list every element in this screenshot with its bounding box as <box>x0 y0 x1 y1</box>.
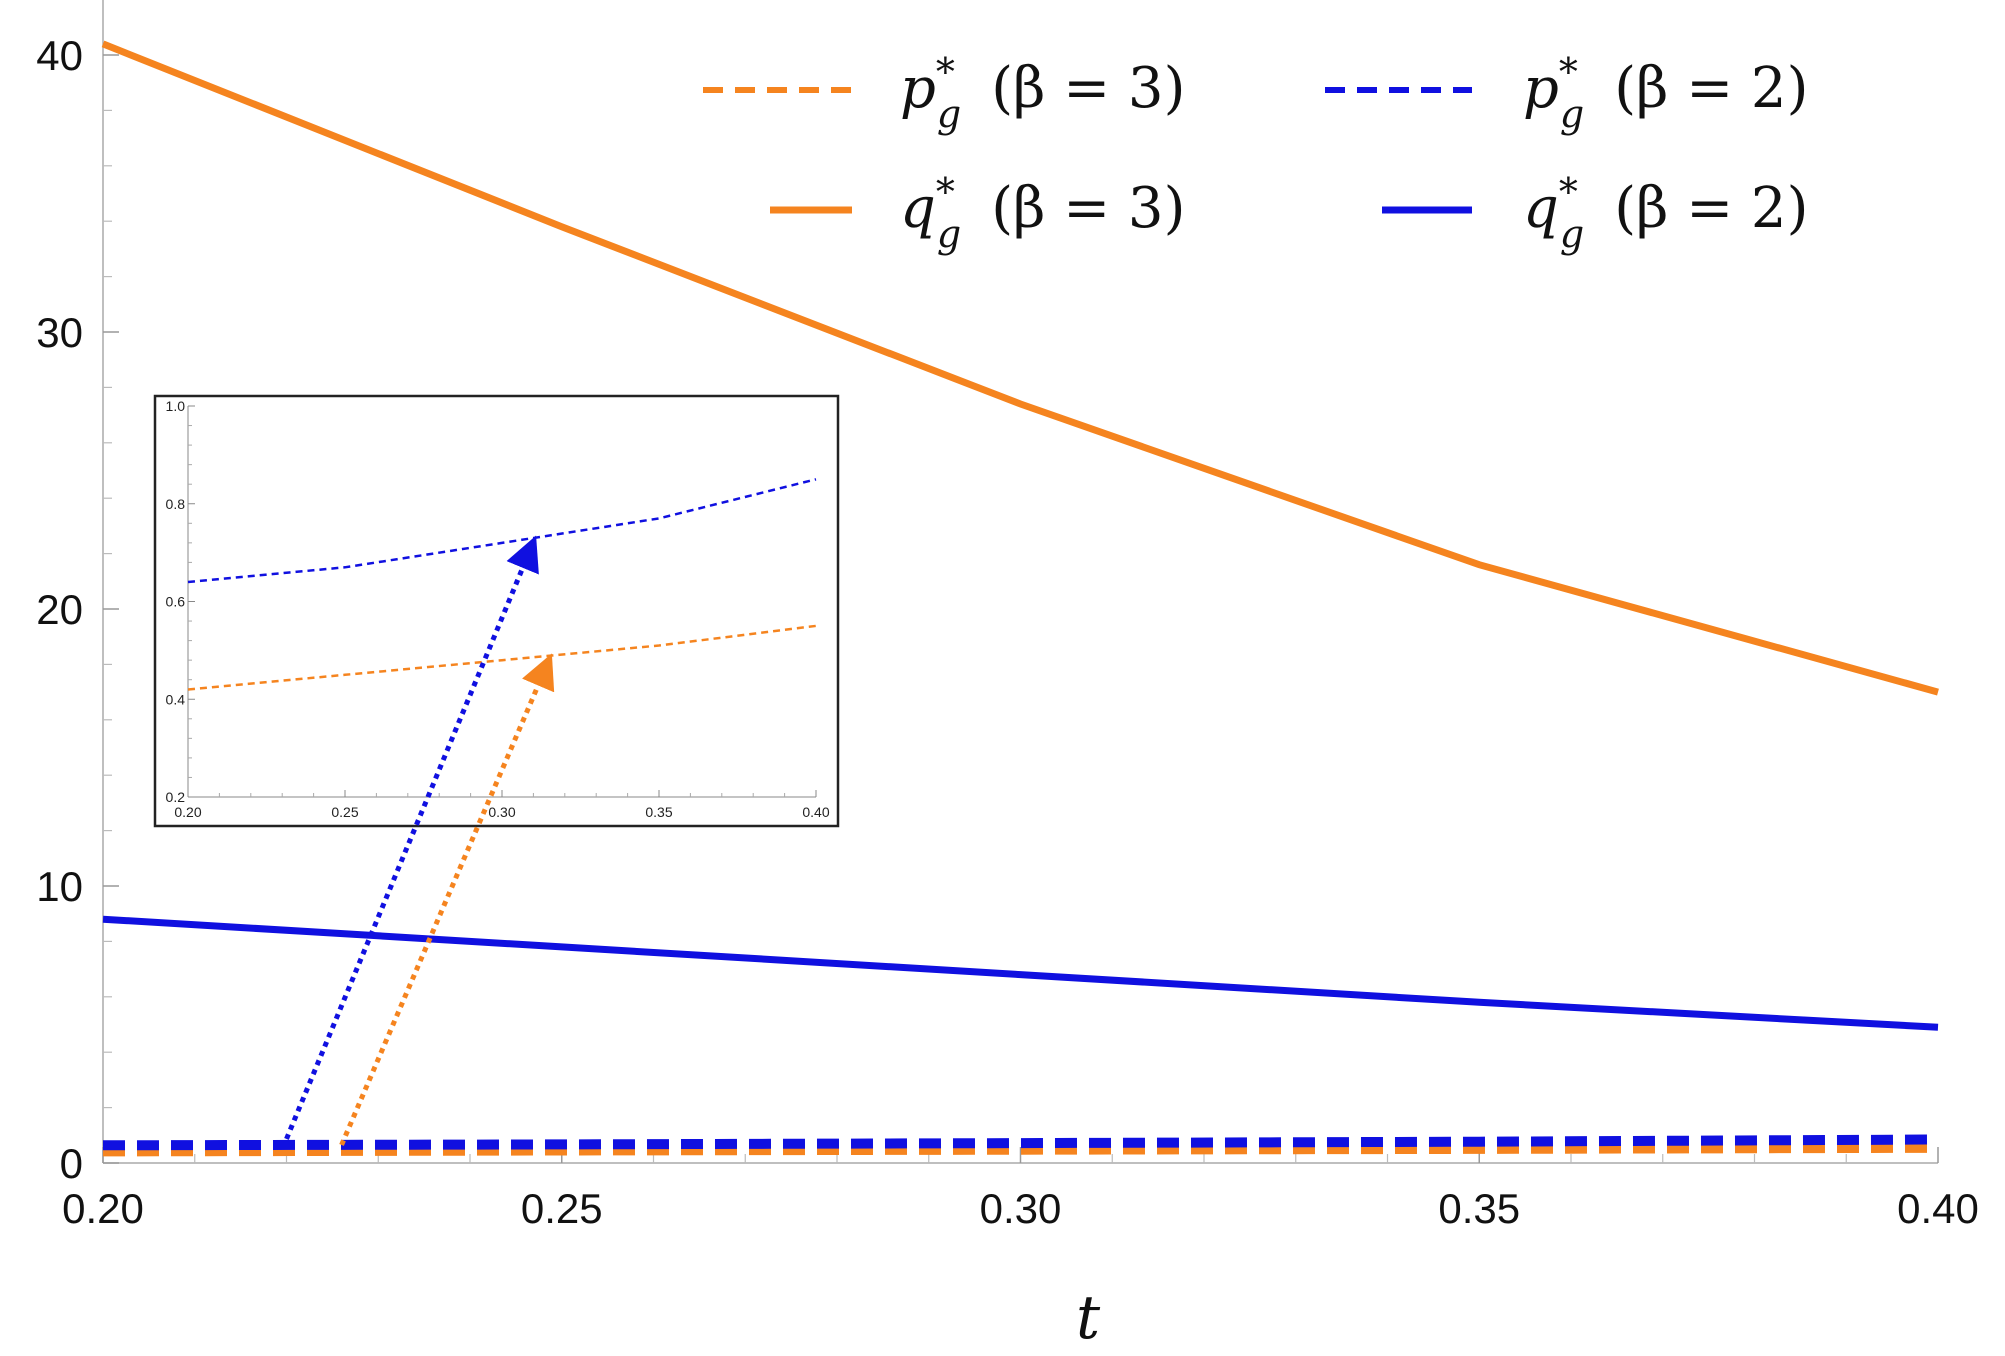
inset-series-line-p2 <box>187 478 817 584</box>
x-tick-label: 0.20 <box>62 1185 144 1232</box>
legend-label: p* g (β = 3) <box>900 50 1185 136</box>
annotation-layer <box>284 535 555 1146</box>
y-tick-label: 40 <box>36 32 83 79</box>
series-line-q3 <box>101 40 1939 696</box>
legend-entry: q* g (β = 2) <box>1382 170 1808 256</box>
inset-y-tick-label: 0.2 <box>166 789 186 805</box>
inset-y-tick-label: 0.6 <box>166 594 186 610</box>
inset-y-tick-label: 1.0 <box>166 398 186 414</box>
series-layer <box>101 40 1939 1157</box>
y-tick-label: 20 <box>36 586 83 633</box>
legend-entry: q* g (β = 3) <box>770 170 1185 256</box>
zoom-arrow-p3 <box>339 653 555 1146</box>
legend-label: q* g (β = 2) <box>1523 170 1808 256</box>
x-tick-label: 0.35 <box>1438 1185 1520 1232</box>
x-tick-label: 0.30 <box>980 1185 1062 1232</box>
axes: 0 10 20 30 40 0.20 0.25 0.30 0.35 0.40 <box>36 0 1979 1232</box>
y-tick-label: 30 <box>36 309 83 356</box>
legend: p* g (β = 3) p* g (β = 2) q* g (β = 3) q* g (β = 2) <box>703 50 1808 256</box>
legend-entry: p* g (β = 2) <box>1325 50 1808 136</box>
legend-entry: p* g (β = 3) <box>703 50 1185 136</box>
y-tick-label: 10 <box>36 863 83 910</box>
inset-x-tick-label: 0.30 <box>488 804 515 820</box>
x-tick-label: 0.25 <box>521 1185 603 1232</box>
x-tick-label: 0.40 <box>1897 1185 1979 1232</box>
inset-x-tick-label: 0.25 <box>331 804 358 820</box>
inset-x-tick-label: 0.40 <box>802 804 829 820</box>
series-line-q2 <box>102 915 1939 1031</box>
inset-plot: 0.2 0.4 0.6 0.8 1.0 0.20 0.25 0.30 0.35 0.40 <box>153 394 840 828</box>
inset-series-line-p3 <box>187 624 817 691</box>
zoom-arrow-p2 <box>284 535 539 1140</box>
inset-y-tick-label: 0.4 <box>166 691 186 707</box>
legend-label: p* g (β = 2) <box>1523 50 1808 136</box>
inset-frame <box>153 394 840 828</box>
x-axis-title: t <box>1076 1283 1101 1353</box>
inset-x-tick-label: 0.20 <box>174 804 201 820</box>
inset-x-tick-label: 0.35 <box>645 804 672 820</box>
y-tick-label: 0 <box>60 1140 83 1187</box>
inset-y-tick-label: 0.8 <box>166 496 186 512</box>
legend-label: q* g (β = 3) <box>900 170 1185 256</box>
series-line-p2 <box>102 1134 1939 1151</box>
